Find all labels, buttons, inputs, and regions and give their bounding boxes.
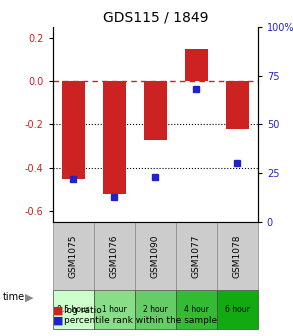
Text: GSM1076: GSM1076 xyxy=(110,235,119,278)
Text: ▶: ▶ xyxy=(25,292,34,302)
FancyBboxPatch shape xyxy=(176,222,217,290)
Text: 4 hour: 4 hour xyxy=(184,305,209,314)
Title: GDS115 / 1849: GDS115 / 1849 xyxy=(103,10,208,24)
Text: 6 hour: 6 hour xyxy=(225,305,250,314)
Text: percentile rank within the sample: percentile rank within the sample xyxy=(64,317,218,325)
Text: GSM1075: GSM1075 xyxy=(69,235,78,278)
Text: 0.5 hour: 0.5 hour xyxy=(57,305,89,314)
Text: ■: ■ xyxy=(53,316,63,326)
Text: log ratio: log ratio xyxy=(64,306,102,315)
FancyBboxPatch shape xyxy=(135,222,176,290)
Text: GSM1090: GSM1090 xyxy=(151,235,160,278)
Text: 2 hour: 2 hour xyxy=(143,305,168,314)
Text: GSM1078: GSM1078 xyxy=(233,235,242,278)
FancyBboxPatch shape xyxy=(217,290,258,329)
Bar xyxy=(144,81,166,139)
Bar xyxy=(103,81,125,194)
FancyBboxPatch shape xyxy=(94,290,135,329)
Text: 1 hour: 1 hour xyxy=(102,305,127,314)
Text: time: time xyxy=(3,292,25,302)
Bar xyxy=(226,81,248,129)
FancyBboxPatch shape xyxy=(53,290,94,329)
FancyBboxPatch shape xyxy=(176,290,217,329)
FancyBboxPatch shape xyxy=(94,222,135,290)
Text: GSM1077: GSM1077 xyxy=(192,235,201,278)
FancyBboxPatch shape xyxy=(217,222,258,290)
Bar xyxy=(185,49,207,81)
Text: ■: ■ xyxy=(53,306,63,316)
Bar xyxy=(62,81,84,179)
FancyBboxPatch shape xyxy=(53,222,94,290)
FancyBboxPatch shape xyxy=(135,290,176,329)
